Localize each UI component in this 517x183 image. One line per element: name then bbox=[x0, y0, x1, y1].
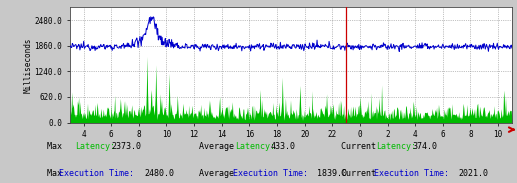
Text: Average: Average bbox=[199, 169, 239, 178]
Y-axis label: Milliseconds: Milliseconds bbox=[24, 37, 33, 93]
Text: 374.0: 374.0 bbox=[412, 142, 437, 151]
Text: 433.0: 433.0 bbox=[270, 142, 295, 151]
Text: Execution Time:: Execution Time: bbox=[59, 169, 134, 178]
Text: 1839.0: 1839.0 bbox=[317, 169, 347, 178]
Text: Current: Current bbox=[341, 142, 381, 151]
Text: Execution Time:: Execution Time: bbox=[374, 169, 449, 178]
Text: Max: Max bbox=[47, 169, 67, 178]
Text: 2480.0: 2480.0 bbox=[145, 169, 175, 178]
Text: 2373.0: 2373.0 bbox=[111, 142, 141, 151]
Text: Current: Current bbox=[341, 169, 381, 178]
Text: Max: Max bbox=[47, 142, 67, 151]
Text: Execution Time:: Execution Time: bbox=[233, 169, 308, 178]
Text: 2021.0: 2021.0 bbox=[458, 169, 488, 178]
Text: Latency:: Latency: bbox=[376, 142, 416, 151]
Text: Latency:: Latency: bbox=[75, 142, 115, 151]
Text: Average: Average bbox=[199, 142, 239, 151]
Text: Latency:: Latency: bbox=[235, 142, 275, 151]
